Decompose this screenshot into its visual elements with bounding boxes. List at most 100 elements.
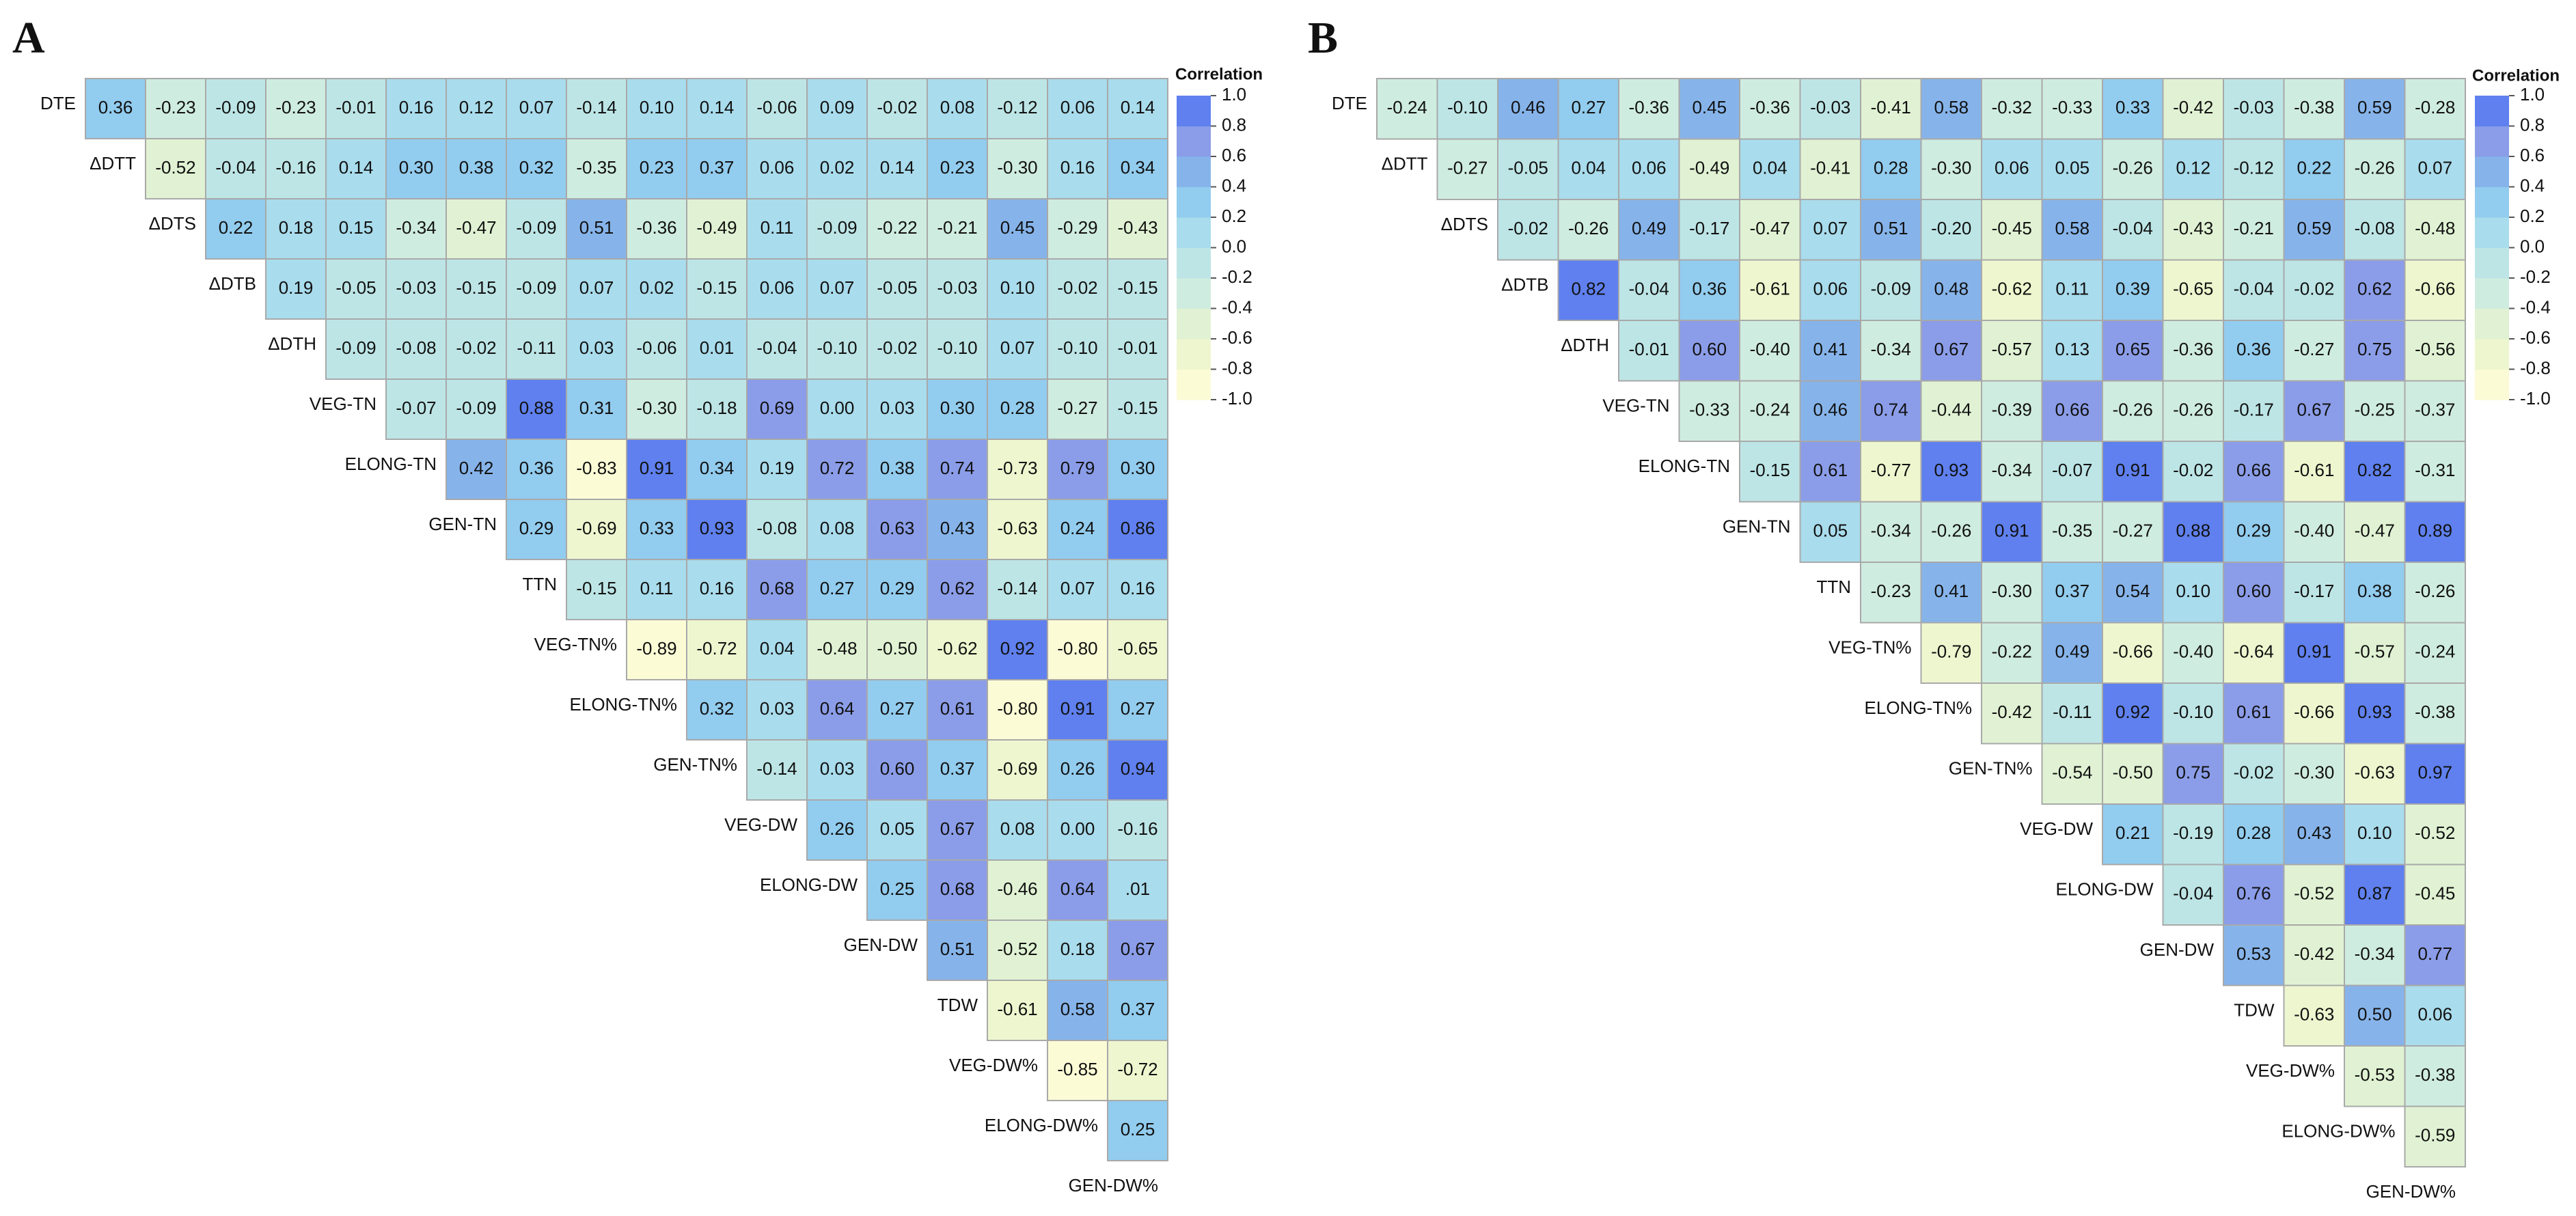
heatmap-cell (927, 198, 988, 260)
cell-label: 0.76 (2236, 883, 2271, 904)
cell-label: 0.32 (519, 157, 554, 178)
variable-label: ΔDTB (1501, 275, 1548, 295)
heatmap-cell (205, 198, 266, 260)
cell-label: -0.14 (756, 758, 797, 779)
cell-label: -0.56 (2415, 339, 2455, 359)
cell-label: 0.33 (640, 518, 674, 538)
heatmap-cell (1860, 199, 1922, 261)
variable-label: ELONG-DW% (985, 1115, 1098, 1135)
cell-label: 0.07 (579, 277, 614, 298)
cell-label: -0.10 (937, 337, 977, 358)
colorbar-title: Correlation (2472, 66, 2560, 85)
cell-label: 0.06 (1995, 158, 2029, 178)
heatmap-cell (2344, 501, 2406, 563)
heatmap-cell (1739, 441, 1801, 503)
cell-label: -0.05 (335, 277, 376, 298)
heatmap-cell (2283, 743, 2345, 805)
cell-label: -0.18 (696, 398, 737, 418)
cell-label: -0.52 (155, 157, 195, 178)
heatmap-cell (2283, 380, 2345, 442)
heatmap-cell (2162, 380, 2224, 442)
cell-label: 0.27 (880, 698, 915, 719)
heatmap-cell (566, 198, 627, 260)
colorbar-band (2475, 278, 2509, 309)
cell-label: 0.29 (880, 578, 915, 598)
cell-label: -0.26 (1568, 218, 1608, 238)
cell-label: -0.47 (456, 217, 496, 238)
heatmap-cell (1618, 320, 1680, 382)
cell-label: -0.72 (1117, 1059, 1157, 1079)
cell-label: 0.29 (2236, 521, 2271, 541)
cell-label: 0.60 (2236, 581, 2271, 601)
cell-label: 0.75 (2357, 339, 2392, 359)
heatmap-cell (2223, 199, 2285, 261)
cell-label: 0.19 (760, 458, 795, 478)
cell-label: -0.50 (877, 638, 917, 659)
heatmap-cell (806, 559, 868, 620)
cell-label: 0.82 (1571, 279, 1606, 299)
cell-label: 0.06 (1060, 97, 1095, 118)
heatmap-cell (385, 378, 447, 440)
heatmap-cell (866, 799, 928, 861)
colorbar-tick-label: -0.2 (1222, 266, 1252, 287)
cell-label: -0.34 (396, 217, 436, 238)
cell-label: 0.94 (1121, 758, 1155, 779)
heatmap-cell (686, 439, 748, 500)
cell-label: 0.62 (2357, 279, 2392, 299)
heatmap-cell (987, 980, 1048, 1041)
heatmap-cell (927, 318, 988, 380)
cell-label: 0.38 (2357, 581, 2392, 601)
heatmap-cell (866, 679, 928, 741)
heatmap-cell (626, 559, 687, 620)
cell-label: -0.61 (2294, 460, 2334, 480)
variable-label: VEG-DW% (2246, 1060, 2335, 1081)
heatmap-cell (1860, 562, 1922, 624)
cell-label: 0.12 (459, 97, 494, 118)
cell-label: -0.17 (2234, 400, 2274, 420)
heatmap-cell (2344, 803, 2406, 866)
cell-label: 0.38 (880, 458, 915, 478)
cell-label: -0.33 (2052, 97, 2092, 118)
cell-label: 0.36 (2236, 339, 2271, 359)
cell-label: 0.92 (1000, 638, 1035, 659)
panel-title: B (1308, 13, 1338, 63)
heatmap-cell (2404, 380, 2466, 442)
cell-label: -0.29 (1057, 217, 1097, 238)
heatmap-cell (1107, 739, 1168, 801)
cell-label: 0.23 (640, 157, 674, 178)
cell-label: -0.05 (877, 277, 917, 298)
colorbar-tick-label: -0.6 (1222, 327, 1252, 348)
cell-label: -0.24 (1750, 400, 1790, 420)
cell-label: -0.23 (275, 97, 316, 118)
cell-label: -0.09 (516, 277, 556, 298)
colorbar-band (1177, 186, 1211, 218)
cell-label: 0.43 (940, 518, 975, 538)
variable-label: VEG-TN% (534, 634, 617, 654)
cell-label: 0.59 (2297, 218, 2331, 238)
heatmap-cell (806, 679, 868, 741)
cell-label: -0.01 (1629, 339, 1669, 359)
heatmap-cell (2102, 562, 2164, 624)
cell-label: 0.60 (1692, 339, 1727, 359)
heatmap-cell (1799, 199, 1861, 261)
heatmap-cell (866, 619, 928, 680)
cell-label: 0.49 (1632, 218, 1667, 238)
cell-label: 0.64 (1060, 879, 1095, 899)
colorbar-band (1177, 247, 1211, 279)
heatmap-cell (1920, 380, 1982, 442)
cell-label: 0.16 (1060, 157, 1095, 178)
colorbar-tick-label: 0.0 (1222, 236, 1246, 256)
colorbar-tick-label: 0.4 (1222, 175, 1246, 195)
heatmap-cell (1799, 259, 1861, 321)
cell-label: -0.11 (2053, 702, 2092, 722)
cell-label: -0.66 (2113, 641, 2153, 662)
cell-label: 0.16 (700, 578, 735, 598)
cell-label: -0.89 (636, 638, 676, 659)
heatmap-cell (2404, 138, 2466, 200)
cell-label: 0.37 (940, 758, 975, 779)
colorbar-tick-label: 1.0 (1222, 84, 1246, 105)
heatmap-cell (866, 318, 928, 380)
cell-label: -0.38 (2415, 1064, 2455, 1085)
cell-label: 0.79 (1060, 458, 1095, 478)
